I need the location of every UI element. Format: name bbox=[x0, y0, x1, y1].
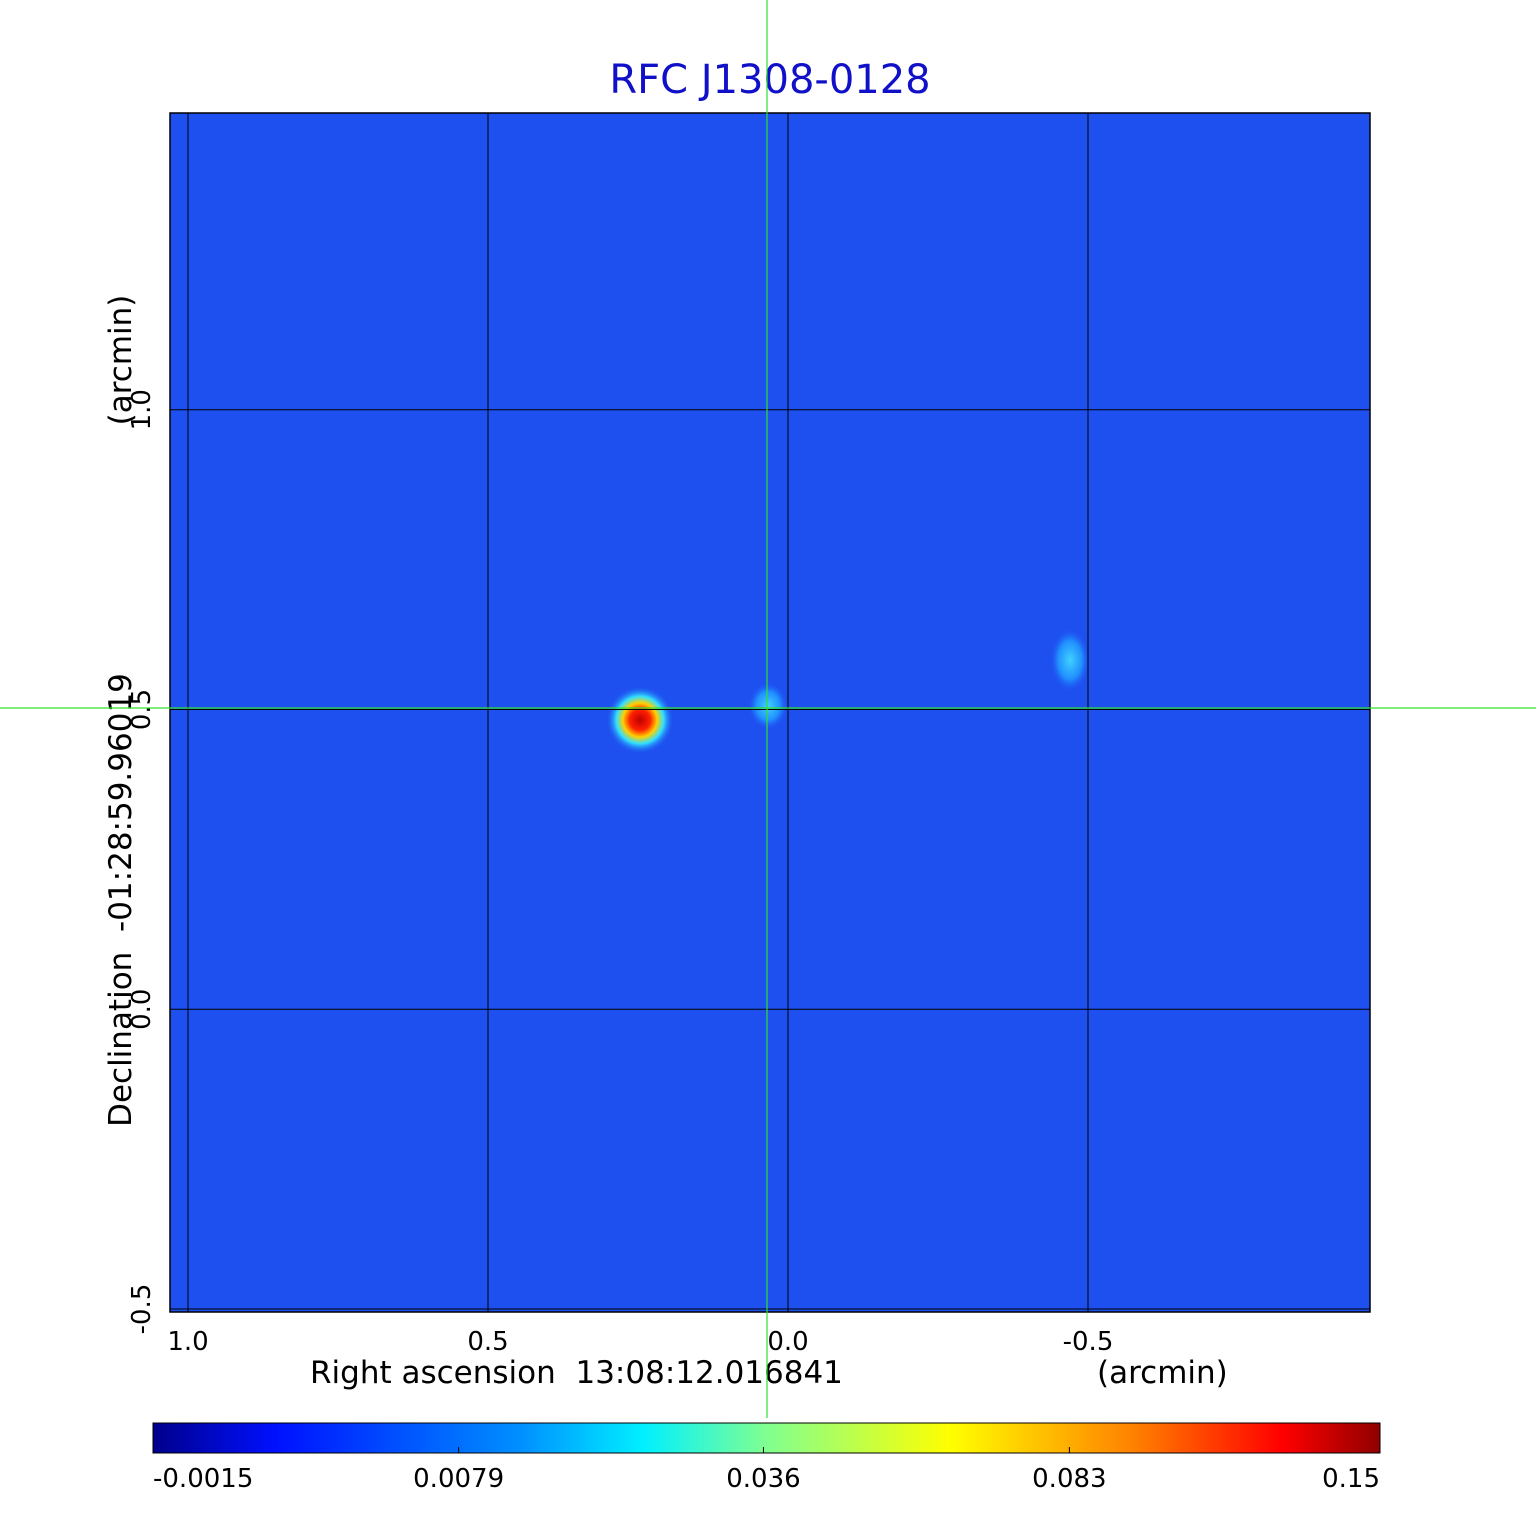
x-tick-label: 0.5 bbox=[467, 1327, 508, 1357]
x-tick-label: 0.0 bbox=[767, 1327, 808, 1357]
colorbar-tick-label: 0.0079 bbox=[413, 1464, 504, 1494]
colorbar bbox=[152, 1422, 1381, 1454]
source bbox=[1050, 628, 1090, 692]
y-tick-label: 0.5 bbox=[127, 689, 157, 730]
y-axis-unit: (arcmin) bbox=[103, 295, 139, 426]
colorbar-tick-label: 0.083 bbox=[1032, 1464, 1106, 1494]
plot-frame bbox=[169, 112, 1371, 1313]
x-axis-label: Right ascension 13:08:12.016841 bbox=[310, 1355, 843, 1391]
y-tick-label: 0.0 bbox=[127, 989, 157, 1030]
colorbar-tick-label: 0.15 bbox=[1322, 1464, 1380, 1494]
source bbox=[606, 686, 674, 754]
x-axis-unit: (arcmin) bbox=[1097, 1355, 1228, 1391]
colorbar-tick-label: 0.036 bbox=[726, 1464, 800, 1494]
colorbar-tick-label: -0.0015 bbox=[153, 1464, 253, 1494]
x-tick-label: 1.0 bbox=[167, 1327, 208, 1357]
sky-image bbox=[170, 113, 1370, 1312]
y-tick-label: 1.0 bbox=[127, 389, 157, 430]
y-tick-label: -0.5 bbox=[127, 1284, 157, 1335]
y-axis-label: Declination -01:28:59.96019 bbox=[103, 673, 139, 1127]
x-tick-label: -0.5 bbox=[1063, 1327, 1114, 1357]
source bbox=[748, 682, 788, 730]
chart-title: RFC J1308-0128 bbox=[609, 57, 930, 103]
